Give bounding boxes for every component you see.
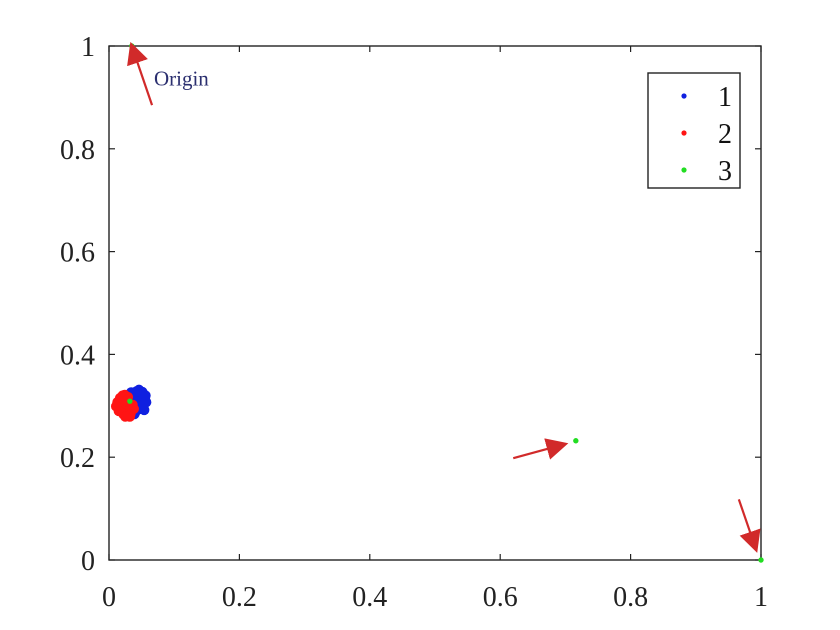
- y-axis: 0 0.2 0.4 0.6 0.8 1: [60, 32, 761, 577]
- plot-frame: [108, 45, 762, 561]
- series-3-point: [573, 438, 579, 444]
- legend-series-3-label: 3: [718, 156, 732, 187]
- y-tick-label: 0.6: [60, 238, 95, 269]
- x-tick-label: 0: [102, 582, 116, 613]
- annotation-arrow: [512, 438, 569, 460]
- series-3-point: [127, 398, 133, 404]
- legend-box: [647, 72, 741, 189]
- x-tick-label: 0.2: [222, 582, 257, 613]
- data-layer: [110, 43, 764, 563]
- y-tick-label: 0.2: [60, 443, 95, 474]
- x-tick-label: 0.6: [483, 582, 518, 613]
- y-tick-label: 0.8: [60, 135, 95, 166]
- series-2-point: [117, 390, 128, 401]
- series-1-point: [140, 390, 151, 401]
- series-1-point: [131, 386, 142, 397]
- annotation-label: Origin: [154, 67, 209, 91]
- series-2-point: [120, 411, 131, 422]
- y-tick-label: 0: [81, 546, 95, 577]
- legend-series-1-marker: [681, 93, 687, 99]
- annotation-arrow: [127, 41, 154, 106]
- x-tick-label: 0.8: [613, 582, 648, 613]
- y-tick-label: 1: [81, 32, 95, 63]
- legend-series-1-label: 1: [718, 82, 732, 113]
- annotation-layer: Origin: [127, 41, 761, 553]
- annotation-arrow: [737, 498, 761, 553]
- series-3-point: [758, 557, 764, 563]
- x-axis: 0 0.2 0.4 0.6 0.8 1: [102, 46, 768, 613]
- y-tick-label: 0.4: [60, 340, 95, 371]
- series-2-point: [110, 401, 122, 412]
- series-2: [110, 389, 139, 422]
- x-tick-label: 1: [754, 582, 768, 613]
- legend-series-2-marker: [681, 130, 687, 136]
- legend-series-3-marker: [681, 167, 687, 173]
- legend-series-2-label: 2: [718, 119, 732, 150]
- x-tick-label: 0.4: [352, 582, 387, 613]
- legend: 1 2 3: [647, 72, 741, 189]
